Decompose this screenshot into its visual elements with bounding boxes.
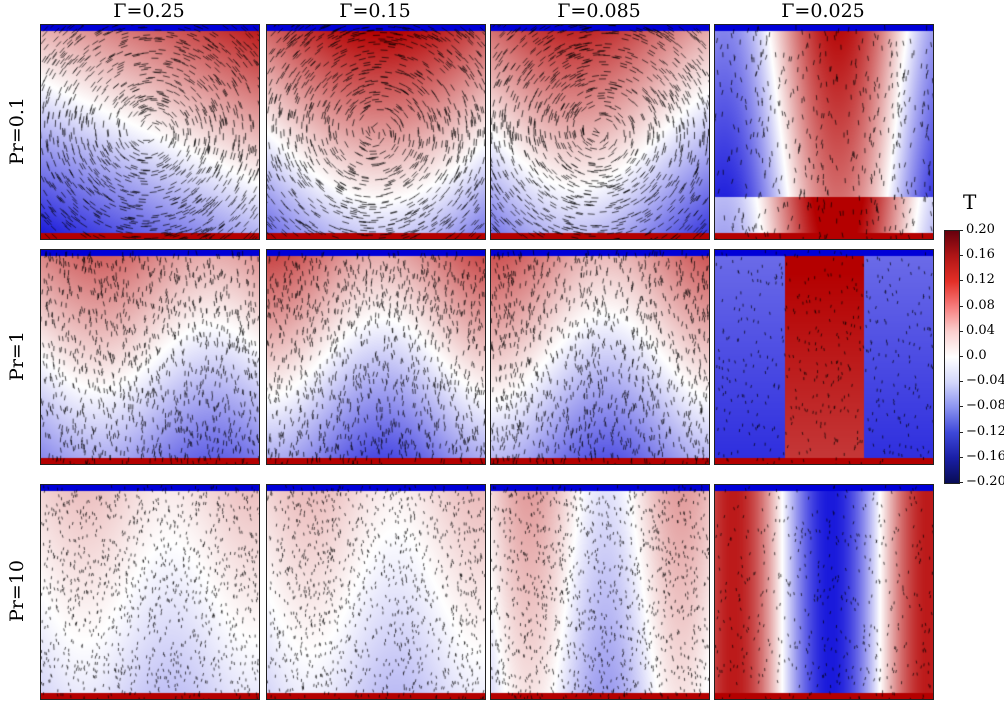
colorbar-tick-mark	[959, 381, 963, 383]
panel-pr10-gamma0.085	[490, 484, 710, 700]
panel-pr0.1-gamma0.25	[40, 24, 260, 240]
colorbar-tick-mark	[959, 456, 963, 458]
colorbar-tick-label: 0.20	[966, 222, 995, 237]
colorbar-tick-label: −0.08	[966, 398, 1004, 414]
colorbar-tick-label: 0.12	[966, 272, 995, 288]
panel-pr1-gamma0.085	[490, 249, 710, 465]
colorbar	[944, 230, 960, 484]
column-title-gamma-0.025: Γ=0.025	[781, 0, 865, 22]
panel-pr1-gamma0.25	[40, 249, 260, 465]
panel-pr0.1-gamma0.085	[490, 24, 710, 240]
row-label-pr-0.1: Pr=0.1	[6, 96, 29, 166]
colorbar-tick-label: −0.20	[966, 474, 1004, 489]
panel-pr10-gamma0.025	[714, 484, 934, 700]
colorbar-tick-label: 0.0	[966, 348, 987, 363]
colorbar-tick-mark	[959, 330, 963, 332]
panel-pr0.1-gamma0.025	[714, 24, 934, 240]
panel-pr1-gamma0.15	[266, 249, 486, 465]
colorbar-tick-label: −0.12	[966, 423, 1004, 439]
colorbar-tick-mark	[959, 431, 963, 433]
row-label-pr-1: Pr=1	[6, 331, 28, 381]
panel-pr10-gamma0.15	[266, 484, 486, 700]
colorbar-tick-label: 0.04	[966, 322, 995, 338]
panel-pr0.1-gamma0.15	[266, 24, 486, 240]
panel-pr10-gamma0.25	[40, 484, 260, 700]
column-title-gamma-0.15: Γ=0.15	[339, 0, 411, 22]
row-label-pr-10: Pr=10	[6, 560, 28, 622]
colorbar-tick-label: 0.08	[966, 297, 995, 313]
colorbar-tick-label: 0.16	[966, 247, 995, 263]
column-title-gamma-0.085: Γ=0.085	[557, 0, 641, 22]
colorbar-tick-mark	[959, 305, 963, 307]
panel-pr1-gamma0.025	[714, 249, 934, 465]
colorbar-tick-mark	[959, 255, 963, 257]
colorbar-tick-mark	[959, 230, 963, 231]
colorbar-tick-label: −0.16	[966, 448, 1004, 464]
colorbar-tick-mark	[959, 482, 963, 483]
colorbar-title: T	[963, 190, 977, 214]
column-title-gamma-0.25: Γ=0.25	[113, 0, 185, 22]
colorbar-tick-mark	[959, 406, 963, 408]
colorbar-tick-mark	[959, 280, 963, 282]
colorbar-tick-mark	[959, 356, 963, 357]
colorbar-tick-label: −0.04	[966, 373, 1004, 389]
